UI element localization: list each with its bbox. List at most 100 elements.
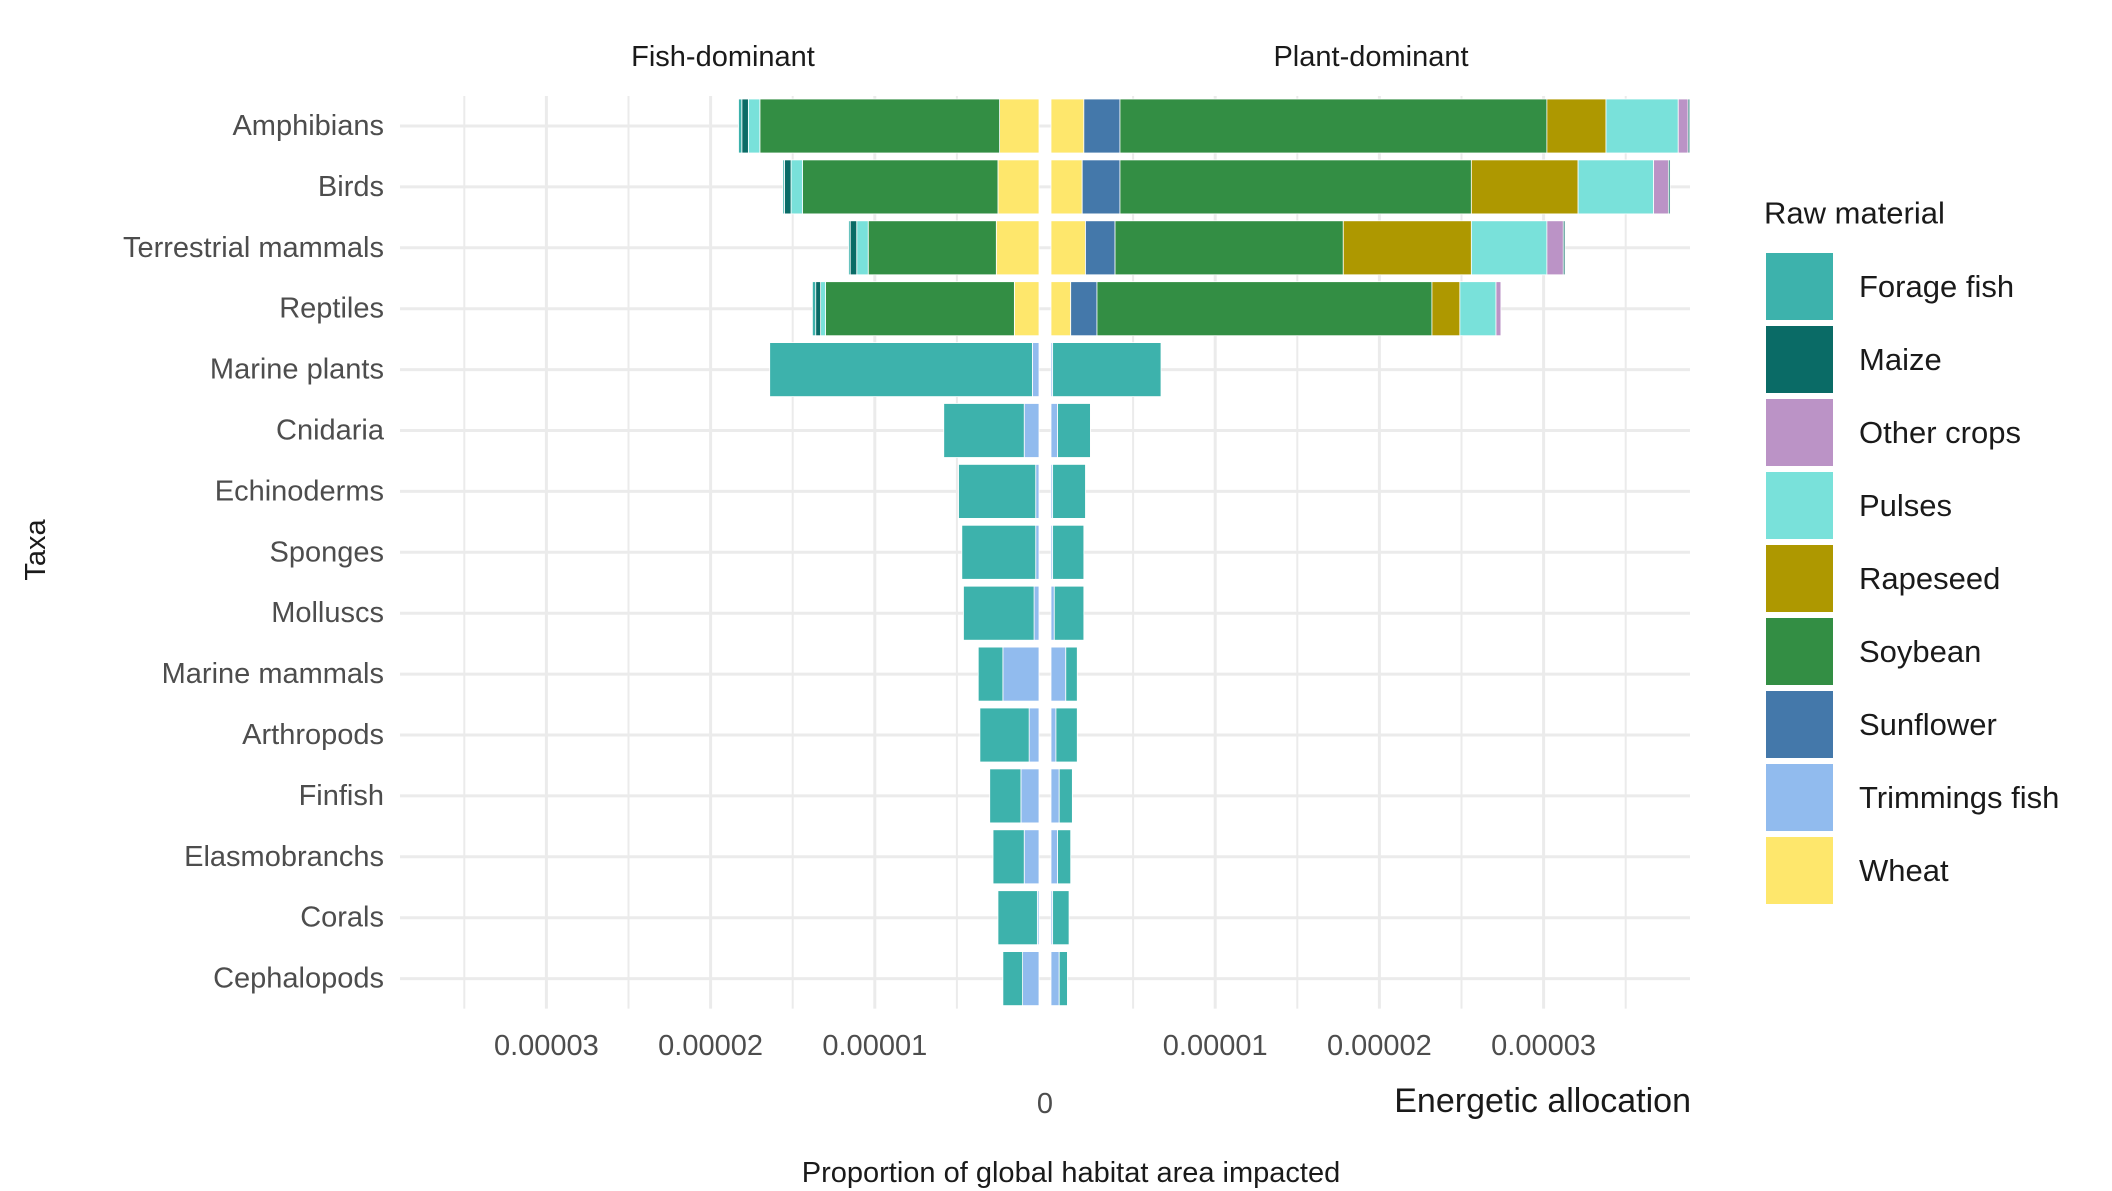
bar-layer (738, 98, 1691, 1006)
bar-segment (1052, 524, 1085, 580)
bar-segment (1083, 98, 1121, 154)
bar-segment (1033, 585, 1040, 641)
bar-segment (1057, 829, 1072, 885)
bar-segment (815, 281, 822, 337)
bar-segment (1470, 220, 1548, 276)
bar-segment (1002, 646, 1040, 702)
legend-swatch (1766, 691, 1833, 758)
bar-segment (1013, 281, 1040, 337)
x-tick-label: 0.00003 (1491, 1030, 1596, 1062)
bar-segment (1050, 403, 1058, 458)
bar-segment (1070, 281, 1098, 337)
bar-segment (979, 707, 1030, 763)
bar-segment (1050, 98, 1085, 154)
bar-segment (961, 524, 1037, 580)
x-tick-label: 0.00002 (1327, 1030, 1432, 1062)
legend-label: Pulses (1859, 488, 1952, 523)
bar-segment (943, 403, 1025, 458)
bar-segment (1020, 768, 1040, 824)
bar-segment (741, 98, 749, 154)
legend-label: Other crops (1859, 415, 2021, 450)
bar-segment (1667, 159, 1671, 215)
x-tick-label: 0.00001 (1163, 1030, 1268, 1062)
bar-segment (1114, 220, 1344, 276)
bar-segment (1050, 951, 1060, 1006)
bar-segment (1035, 524, 1040, 580)
bar-segment (738, 98, 743, 154)
category-label: Arthropods (242, 719, 384, 751)
bar-segment (782, 159, 785, 215)
bar-segment (1546, 220, 1564, 276)
category-label: Cnidaria (276, 415, 385, 447)
bar-segment (1342, 220, 1472, 276)
bar-segment (856, 220, 869, 276)
bar-segment (1495, 281, 1502, 337)
x-tick-label: 0.00003 (494, 1030, 599, 1062)
bar-segment (1023, 403, 1040, 458)
x-tick-label: 0.00002 (658, 1030, 763, 1062)
bar-segment (1050, 159, 1083, 215)
category-label: Sponges (270, 536, 385, 568)
bar-segment (1546, 98, 1607, 154)
y-axis-title: Taxa (20, 519, 52, 581)
bar-segment (1032, 342, 1040, 398)
bar-segment (784, 159, 792, 215)
category-label: Birds (318, 171, 384, 203)
category-label: Elasmobranchs (184, 841, 384, 873)
bar-segment (1035, 463, 1040, 519)
zero-label: 0 (1037, 1088, 1053, 1120)
bar-segment (992, 829, 1025, 885)
legend-label: Trimmings fish (1859, 780, 2059, 815)
legend-swatch (1766, 399, 1833, 466)
bar-segment (1058, 951, 1068, 1006)
legend-label: Wheat (1859, 853, 1949, 888)
bar-segment (1050, 646, 1067, 702)
bar-segment (1050, 768, 1060, 824)
legend-swatch (1766, 837, 1833, 904)
category-label: Corals (300, 902, 384, 934)
bar-segment (1081, 159, 1121, 215)
legend-label: Sunflower (1859, 707, 1997, 742)
bar-segment (1050, 281, 1072, 337)
bar-segment (1096, 281, 1433, 337)
legend-title: Raw material (1764, 196, 1945, 231)
bar-segment (995, 220, 1040, 276)
category-label: Amphibians (232, 110, 384, 142)
legend-label: Maize (1859, 342, 1942, 377)
bar-segment (1119, 159, 1472, 215)
legend-swatch (1766, 618, 1833, 685)
category-label: Terrestrial mammals (123, 232, 384, 264)
bar-segment (849, 220, 858, 276)
bar-segment (1470, 159, 1579, 215)
label-layer: Amphibians Birds Terrestrial mammals Reptil… (20, 41, 1691, 1189)
bar-segment (820, 281, 826, 337)
facet-title-fish: Fish-dominant (631, 41, 815, 73)
bar-segment (1085, 220, 1116, 276)
bar-segment (1653, 159, 1669, 215)
category-label: Marine plants (210, 354, 384, 386)
bar-segment (1065, 646, 1078, 702)
bar-segment (1052, 342, 1162, 398)
bar-segment (1050, 707, 1057, 763)
legend-label: Soybean (1859, 634, 1981, 669)
bar-segment (1459, 281, 1497, 337)
legend-swatch (1766, 472, 1833, 539)
bar-segment (977, 646, 1004, 702)
bar-segment (825, 281, 1015, 337)
category-label: Marine mammals (162, 658, 384, 690)
bar-segment (1052, 890, 1070, 946)
category-label: Finfish (299, 780, 384, 812)
corner-label: Energetic allocation (1394, 1082, 1691, 1120)
bar-segment (999, 98, 1040, 154)
bar-segment (747, 98, 761, 154)
bar-segment (1050, 220, 1086, 276)
x-tick-label: 0.00001 (822, 1030, 927, 1062)
bar-segment (1058, 768, 1073, 824)
bar-segment (997, 890, 1038, 946)
category-label: Reptiles (279, 293, 384, 325)
grid-layer (400, 96, 1690, 1009)
bar-segment (1431, 281, 1461, 337)
category-label: Echinoderms (215, 475, 384, 507)
bar-segment (867, 220, 997, 276)
